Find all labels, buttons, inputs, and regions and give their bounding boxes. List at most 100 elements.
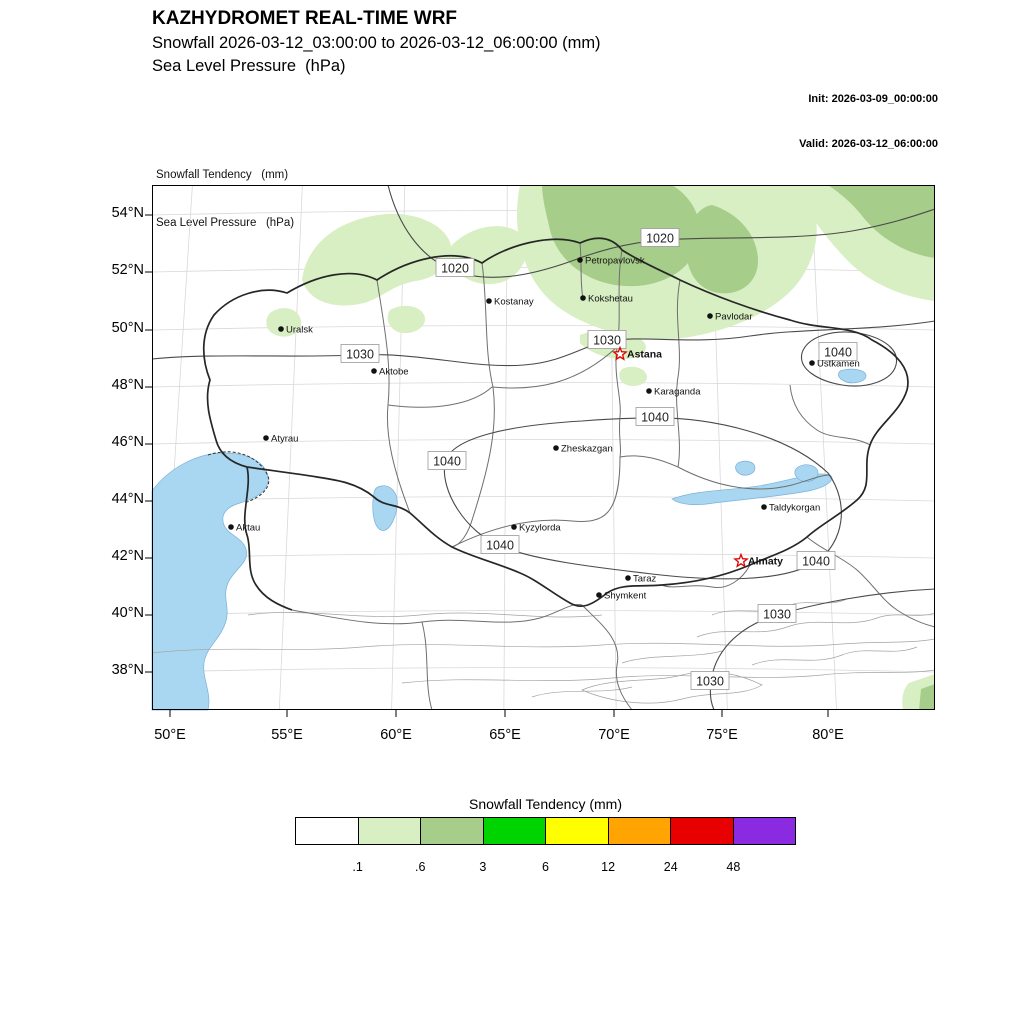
city-dot-icon: [577, 257, 583, 263]
pressure-label: 1030: [593, 334, 621, 348]
graticule-parallel: [151, 496, 936, 502]
pressure-label: 1040: [641, 411, 669, 425]
y-axis-tick-label: 46°N: [111, 434, 144, 450]
y-axis-tick-label: 38°N: [111, 662, 144, 678]
city-label: Kostanay: [494, 297, 534, 308]
map-frame: [152, 185, 935, 710]
graticule-parallel: [151, 439, 936, 445]
city-label: Pavlodar: [715, 312, 753, 323]
lake-sasykkol: [735, 460, 756, 476]
lake-zaysan: [838, 368, 867, 384]
colorbar-tick-label: 48: [726, 860, 741, 874]
city-label: Almaty: [748, 556, 783, 568]
pressure-subtitle: Sea Level Pressure (hPa): [152, 57, 346, 75]
city-dot-icon: [761, 504, 767, 510]
city-label: Taldykorgan: [769, 503, 820, 514]
pressure-label-box: [796, 551, 836, 570]
colorbar-title: Snowfall Tendency (mm): [468, 796, 623, 812]
y-axis-tick-label: 42°N: [111, 548, 144, 564]
colorbar-cell: [671, 818, 734, 844]
plot-field-snowfall: Snowfall Tendency (mm): [156, 169, 289, 181]
y-axis-tick-label: 44°N: [111, 491, 144, 507]
axis-tick-marks: [145, 214, 829, 717]
colorbar-tick-label: .1: [352, 860, 363, 874]
kazakhstan-border: [202, 237, 909, 611]
isobar-1030-north: [151, 320, 936, 367]
colorbar: [295, 817, 796, 845]
city-label: Kokshetau: [588, 294, 633, 305]
city-dot-icon: [553, 445, 559, 451]
colorbar-cell: [733, 818, 795, 844]
city-label: Atyrau: [271, 434, 298, 445]
colorbar-cell: [546, 818, 609, 844]
city-label: Aktau: [236, 523, 260, 534]
city-dot-icon: [511, 524, 517, 530]
x-axis-tick-label: 50°E: [154, 727, 186, 743]
isobar-1040-east: [800, 331, 898, 387]
x-axis-tick-label: 75°E: [706, 727, 738, 743]
plot-field-pressure: Sea Level Pressure (hPa): [156, 217, 295, 229]
y-axis-tick-label: 40°N: [111, 605, 144, 621]
snowfall-period-subtitle: Snowfall 2026-03-12_03:00:00 to 2026-03-…: [152, 34, 601, 52]
pressure-label: 1030: [696, 675, 724, 689]
city-label: Petropavlovsk: [585, 256, 645, 267]
lake-alakol: [794, 464, 819, 482]
city-label: Zheskazgan: [561, 444, 613, 455]
valid-time: Valid: 2026-03-12_06:00:00: [799, 138, 938, 150]
y-axis-tick-label: 54°N: [111, 205, 144, 221]
city-dot-icon: [371, 368, 377, 374]
plot-field-legend: Snowfall Tendency (mm) Sea Level Pressur…: [156, 135, 294, 263]
pressure-label: 1030: [763, 608, 791, 622]
pressure-label-box: [587, 330, 627, 349]
city-dot-icon: [580, 295, 586, 301]
colorbar-tick-label: 6: [542, 860, 549, 874]
pressure-label-box: [640, 228, 680, 247]
city-dot-icon: [278, 326, 284, 332]
pressure-label: 1020: [441, 262, 469, 276]
graticule-parallel: [151, 382, 936, 388]
pressure-label: 1040: [486, 539, 514, 553]
y-axis-tick-label: 50°N: [111, 320, 144, 336]
pressure-label: 1020: [646, 232, 674, 246]
city-dot-icon: [596, 592, 602, 598]
aral-sea: [372, 485, 398, 531]
colorbar-tick-label: 3: [479, 860, 487, 874]
city-label: Ustkamen: [817, 359, 860, 370]
colorbar-cell: [608, 818, 671, 844]
colorbar-cell: [358, 818, 421, 844]
city-dot-icon: [486, 298, 492, 304]
water-bodies: [151, 368, 867, 711]
x-axis-tick-label: 70°E: [598, 727, 630, 743]
pressure-label: 1040: [433, 455, 461, 469]
caspian-coast-dashed: [207, 451, 270, 504]
colorbar-tick-label: .6: [415, 860, 426, 874]
city-label: Shymkent: [604, 591, 647, 602]
city-label: Aktobe: [379, 367, 409, 378]
page-title: KAZHYDROMET REAL-TIME WRF: [152, 8, 458, 29]
city-dot-icon: [809, 360, 815, 366]
x-axis-tick-label: 80°E: [812, 727, 844, 743]
pressure-label-box: [340, 344, 380, 363]
colorbar-tick-label: 24: [663, 860, 678, 874]
city-label: Karaganda: [654, 387, 701, 398]
pressure-label-box: [427, 451, 467, 470]
pressure-label: 1040: [824, 346, 852, 360]
pressure-label: 1040: [802, 555, 830, 569]
city-dot-icon: [646, 388, 652, 394]
colorbar-tick-label: 12: [601, 860, 616, 874]
snowfall-shading-areas: [266, 185, 935, 710]
city-label: Kyzylorda: [519, 523, 561, 534]
y-axis-tick-label: 48°N: [111, 377, 144, 393]
x-axis-tick-label: 60°E: [380, 727, 412, 743]
colorbar-cell: [483, 818, 546, 844]
terrain-contours: [151, 598, 936, 704]
graticule-parallel: [151, 667, 936, 673]
city-label: Taraz: [633, 574, 656, 585]
colorbar-cell: [421, 818, 484, 844]
graticule-parallel: [151, 325, 936, 331]
city-dot-icon: [228, 524, 234, 530]
pressure-label-box: [480, 535, 520, 554]
city-label: Uralsk: [286, 325, 313, 336]
internal-and-neighbor-borders: [291, 242, 936, 711]
